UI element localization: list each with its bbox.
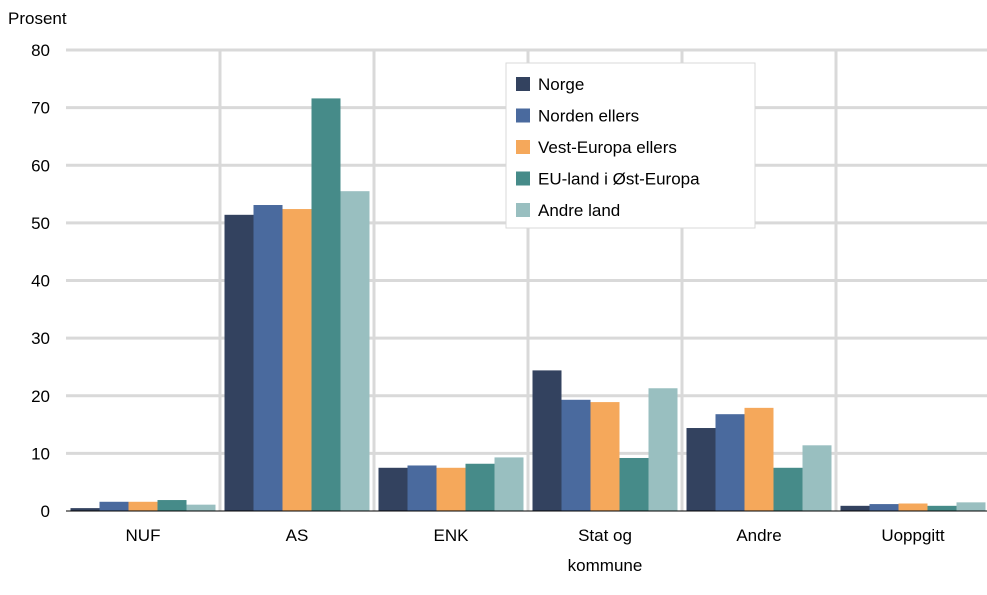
bars-layer — [70, 98, 986, 512]
bar — [465, 463, 495, 511]
y-tick-label: 0 — [41, 502, 50, 521]
legend-label: Norden ellers — [538, 107, 639, 126]
bar — [128, 501, 158, 511]
y-tick-label: 60 — [31, 156, 50, 175]
bar — [927, 505, 957, 511]
bar — [590, 402, 620, 511]
x-tick-label: NUF — [126, 526, 161, 545]
bar — [282, 209, 312, 512]
x-tick-label: Uoppgitt — [881, 526, 945, 545]
bar — [157, 500, 187, 511]
bar — [70, 508, 100, 511]
x-tick-label: Stat og kommune — [568, 526, 643, 575]
axis-layer: 0 10 20 30 40 50 60 70 80 NUF AS ENK Stat og kommune A… — [31, 41, 987, 575]
y-tick-label: 50 — [31, 214, 50, 233]
legend: Norge Norden ellers Vest-Europa ellers EU-l… — [505, 62, 756, 229]
bar — [561, 399, 591, 511]
bar — [532, 370, 562, 511]
legend-swatch — [516, 108, 530, 123]
y-tick-label: 20 — [31, 387, 50, 406]
bar — [773, 467, 803, 511]
bar — [956, 502, 986, 511]
bar — [744, 407, 774, 511]
x-tick-label: ENK — [434, 526, 470, 545]
bar — [378, 467, 408, 511]
y-tick-label: 10 — [31, 444, 50, 463]
legend-box — [505, 62, 756, 229]
bar — [224, 214, 254, 511]
bar — [407, 465, 437, 511]
legend-label: Andre land — [538, 201, 620, 220]
x-tick-label: Andre — [736, 526, 781, 545]
legend-label: Norge — [538, 75, 584, 94]
y-tick-label: 70 — [31, 99, 50, 118]
bar — [869, 504, 899, 511]
legend-label: EU-land i Øst-Europa — [538, 170, 700, 189]
bar — [802, 445, 832, 511]
y-tick-label: 30 — [31, 329, 50, 348]
bar — [715, 414, 745, 511]
bar — [340, 191, 370, 511]
legend-swatch — [516, 171, 530, 186]
y-tick-label: 40 — [31, 272, 50, 291]
bar — [436, 467, 466, 511]
bar — [840, 505, 870, 511]
bar — [619, 457, 649, 511]
y-axis-label: Prosent — [8, 9, 67, 28]
bar — [99, 501, 129, 511]
bar — [311, 98, 341, 511]
bar — [253, 205, 283, 512]
bar — [898, 503, 928, 511]
bar — [186, 504, 216, 511]
bar — [648, 388, 678, 511]
legend-swatch — [516, 203, 530, 217]
legend-swatch — [516, 140, 530, 154]
x-tick-label: AS — [286, 526, 309, 545]
legend-label: Vest-Europa ellers — [538, 138, 677, 157]
bar — [494, 457, 524, 511]
legend-swatch — [516, 77, 530, 91]
y-tick-label: 80 — [31, 41, 50, 60]
bar — [686, 428, 716, 511]
